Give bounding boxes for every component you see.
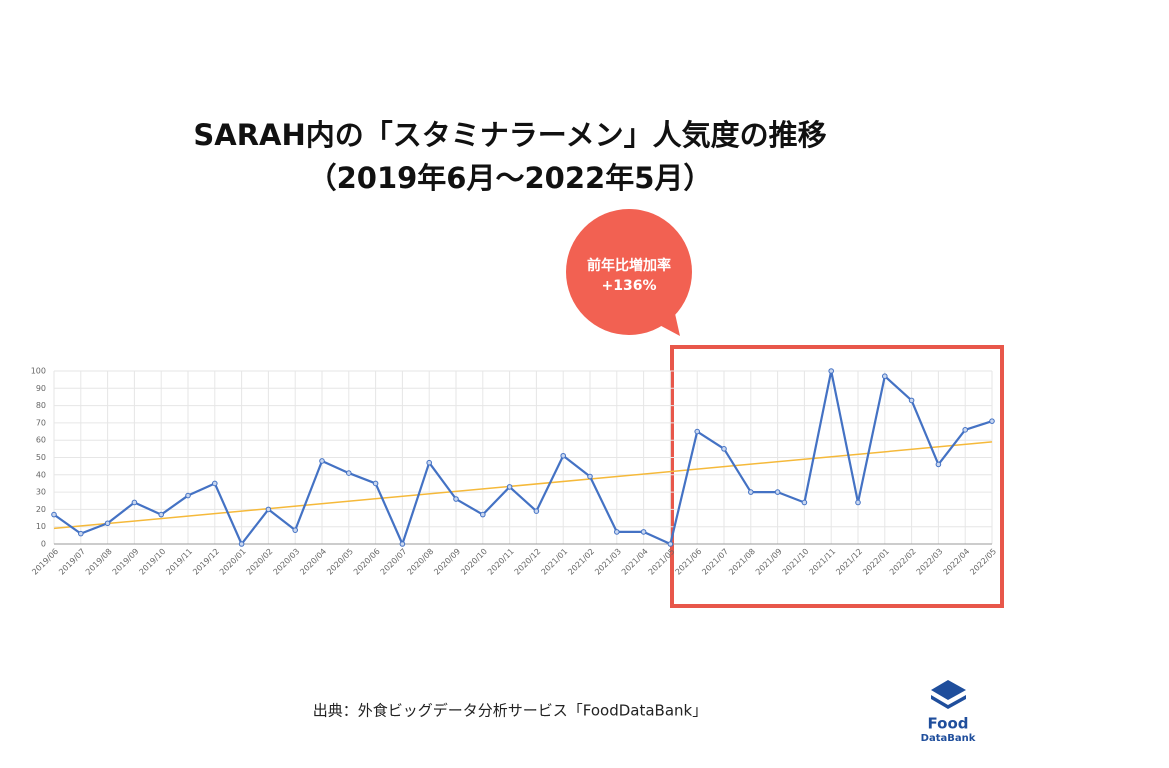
y-tick-label: 90 [36,384,46,393]
callout-bubble [566,209,692,335]
y-tick-label: 40 [36,470,46,479]
x-tick-label: 2022/04 [942,547,972,577]
data-point [399,541,406,547]
data-point [882,373,888,379]
data-point [506,484,513,490]
data-point [346,470,352,476]
y-tick-label: 80 [36,401,46,410]
data-point [962,427,969,433]
data-point [78,530,84,537]
x-tick-label: 2021/02 [566,547,596,577]
chart-subtitle: （2019年6月〜2022年5月） [308,161,713,195]
data-point [721,446,727,452]
chart-title: SARAH内の「スタミナラーメン」人気度の推移 [193,118,826,152]
data-point [51,511,57,518]
data-point [935,461,942,468]
x-tick-label: 2019/08 [84,547,114,577]
x-tick-label: 2021/10 [781,547,811,577]
x-tick-label: 2021/09 [754,547,784,577]
x-tick-label: 2019/09 [111,547,141,577]
x-tick-label: 2020/09 [432,547,462,577]
logo-icon [931,680,966,700]
data-point [560,452,567,459]
x-tick-label: 2020/07 [379,547,409,577]
x-tick-label: 2020/01 [218,547,248,577]
x-tick-label: 2021/08 [727,547,757,577]
data-point [748,489,754,495]
plot: 2019/062019/072019/082019/092019/102019/… [30,367,998,577]
x-tick-label: 2022/05 [968,547,998,577]
data-point [801,499,808,506]
logo-text: Food [928,715,969,733]
x-tick-label: 2021/11 [808,547,838,577]
data-point [587,473,593,480]
x-tick-label: 2019/10 [138,547,168,577]
data-point [614,529,620,535]
data-point [426,459,433,466]
trendline [53,441,993,530]
data-point [372,480,379,487]
y-tick-label: 20 [36,505,46,514]
source-note: 出典：外食ビッグデータ分析サービス「FoodDataBank」 [313,702,707,720]
y-tick-label: 70 [36,418,46,427]
x-tick-label: 2019/11 [164,547,194,577]
data-point [158,511,164,518]
x-tick-label: 2021/06 [674,547,704,577]
data-point [238,541,245,547]
x-tick-label: 2020/06 [352,547,382,577]
x-tick-label: 2020/03 [272,547,302,577]
y-tick-label: 60 [36,436,46,445]
x-tick-label: 2019/06 [30,547,60,577]
data-point [828,368,835,374]
logo: Food DataBank [921,680,976,744]
data-point [989,418,995,424]
y-tick-label: 100 [31,367,46,376]
logo-icon [931,695,966,709]
callout-value: +136% [602,278,657,294]
x-tick-label: 2020/04 [298,547,328,577]
x-tick-label: 2021/04 [620,547,650,577]
data-point [292,527,299,533]
data-point [908,397,915,404]
series-line [53,369,993,546]
data-point [453,496,459,502]
x-tick-label: 2022/03 [915,547,945,577]
x-tick-label: 2022/02 [888,547,918,577]
data-point [480,511,486,518]
x-tick-label: 2022/01 [861,547,891,577]
data-point [694,428,701,435]
y-tick-label: 30 [36,488,46,497]
highlight-box [670,345,1004,608]
x-tick-label: 2020/02 [245,547,275,577]
y-tick-label: 0 [41,540,46,549]
data-point [185,492,191,499]
data-point [855,499,861,506]
callout: 前年比増加率 +136% [566,209,692,336]
x-tick-label: 2021/01 [540,547,570,577]
y-tick-label: 10 [36,522,46,531]
data-point [265,506,272,513]
x-tick-label: 2019/12 [191,547,221,577]
data-point [131,499,138,506]
x-tick-label: 2020/08 [406,547,436,577]
x-tick-label: 2021/12 [834,547,864,577]
data-point [533,508,540,514]
data-point [667,541,674,547]
y-tick-label: 50 [36,453,46,462]
data-point [104,520,111,527]
data-point [212,480,218,487]
x-tick-label: 2019/07 [57,547,87,577]
x-tick-label: 2020/10 [459,547,489,577]
logo-text: DataBank [921,733,976,744]
callout-label: 前年比増加率 [587,257,671,274]
x-tick-label: 2021/07 [700,547,730,577]
data-point [319,458,325,464]
data-point [640,529,647,535]
data-point [774,489,781,495]
x-tick-label: 2021/03 [593,547,623,577]
x-tick-label: 2020/12 [513,547,543,577]
x-tick-label: 2020/05 [325,547,355,577]
x-tick-label: 2020/11 [486,547,516,577]
